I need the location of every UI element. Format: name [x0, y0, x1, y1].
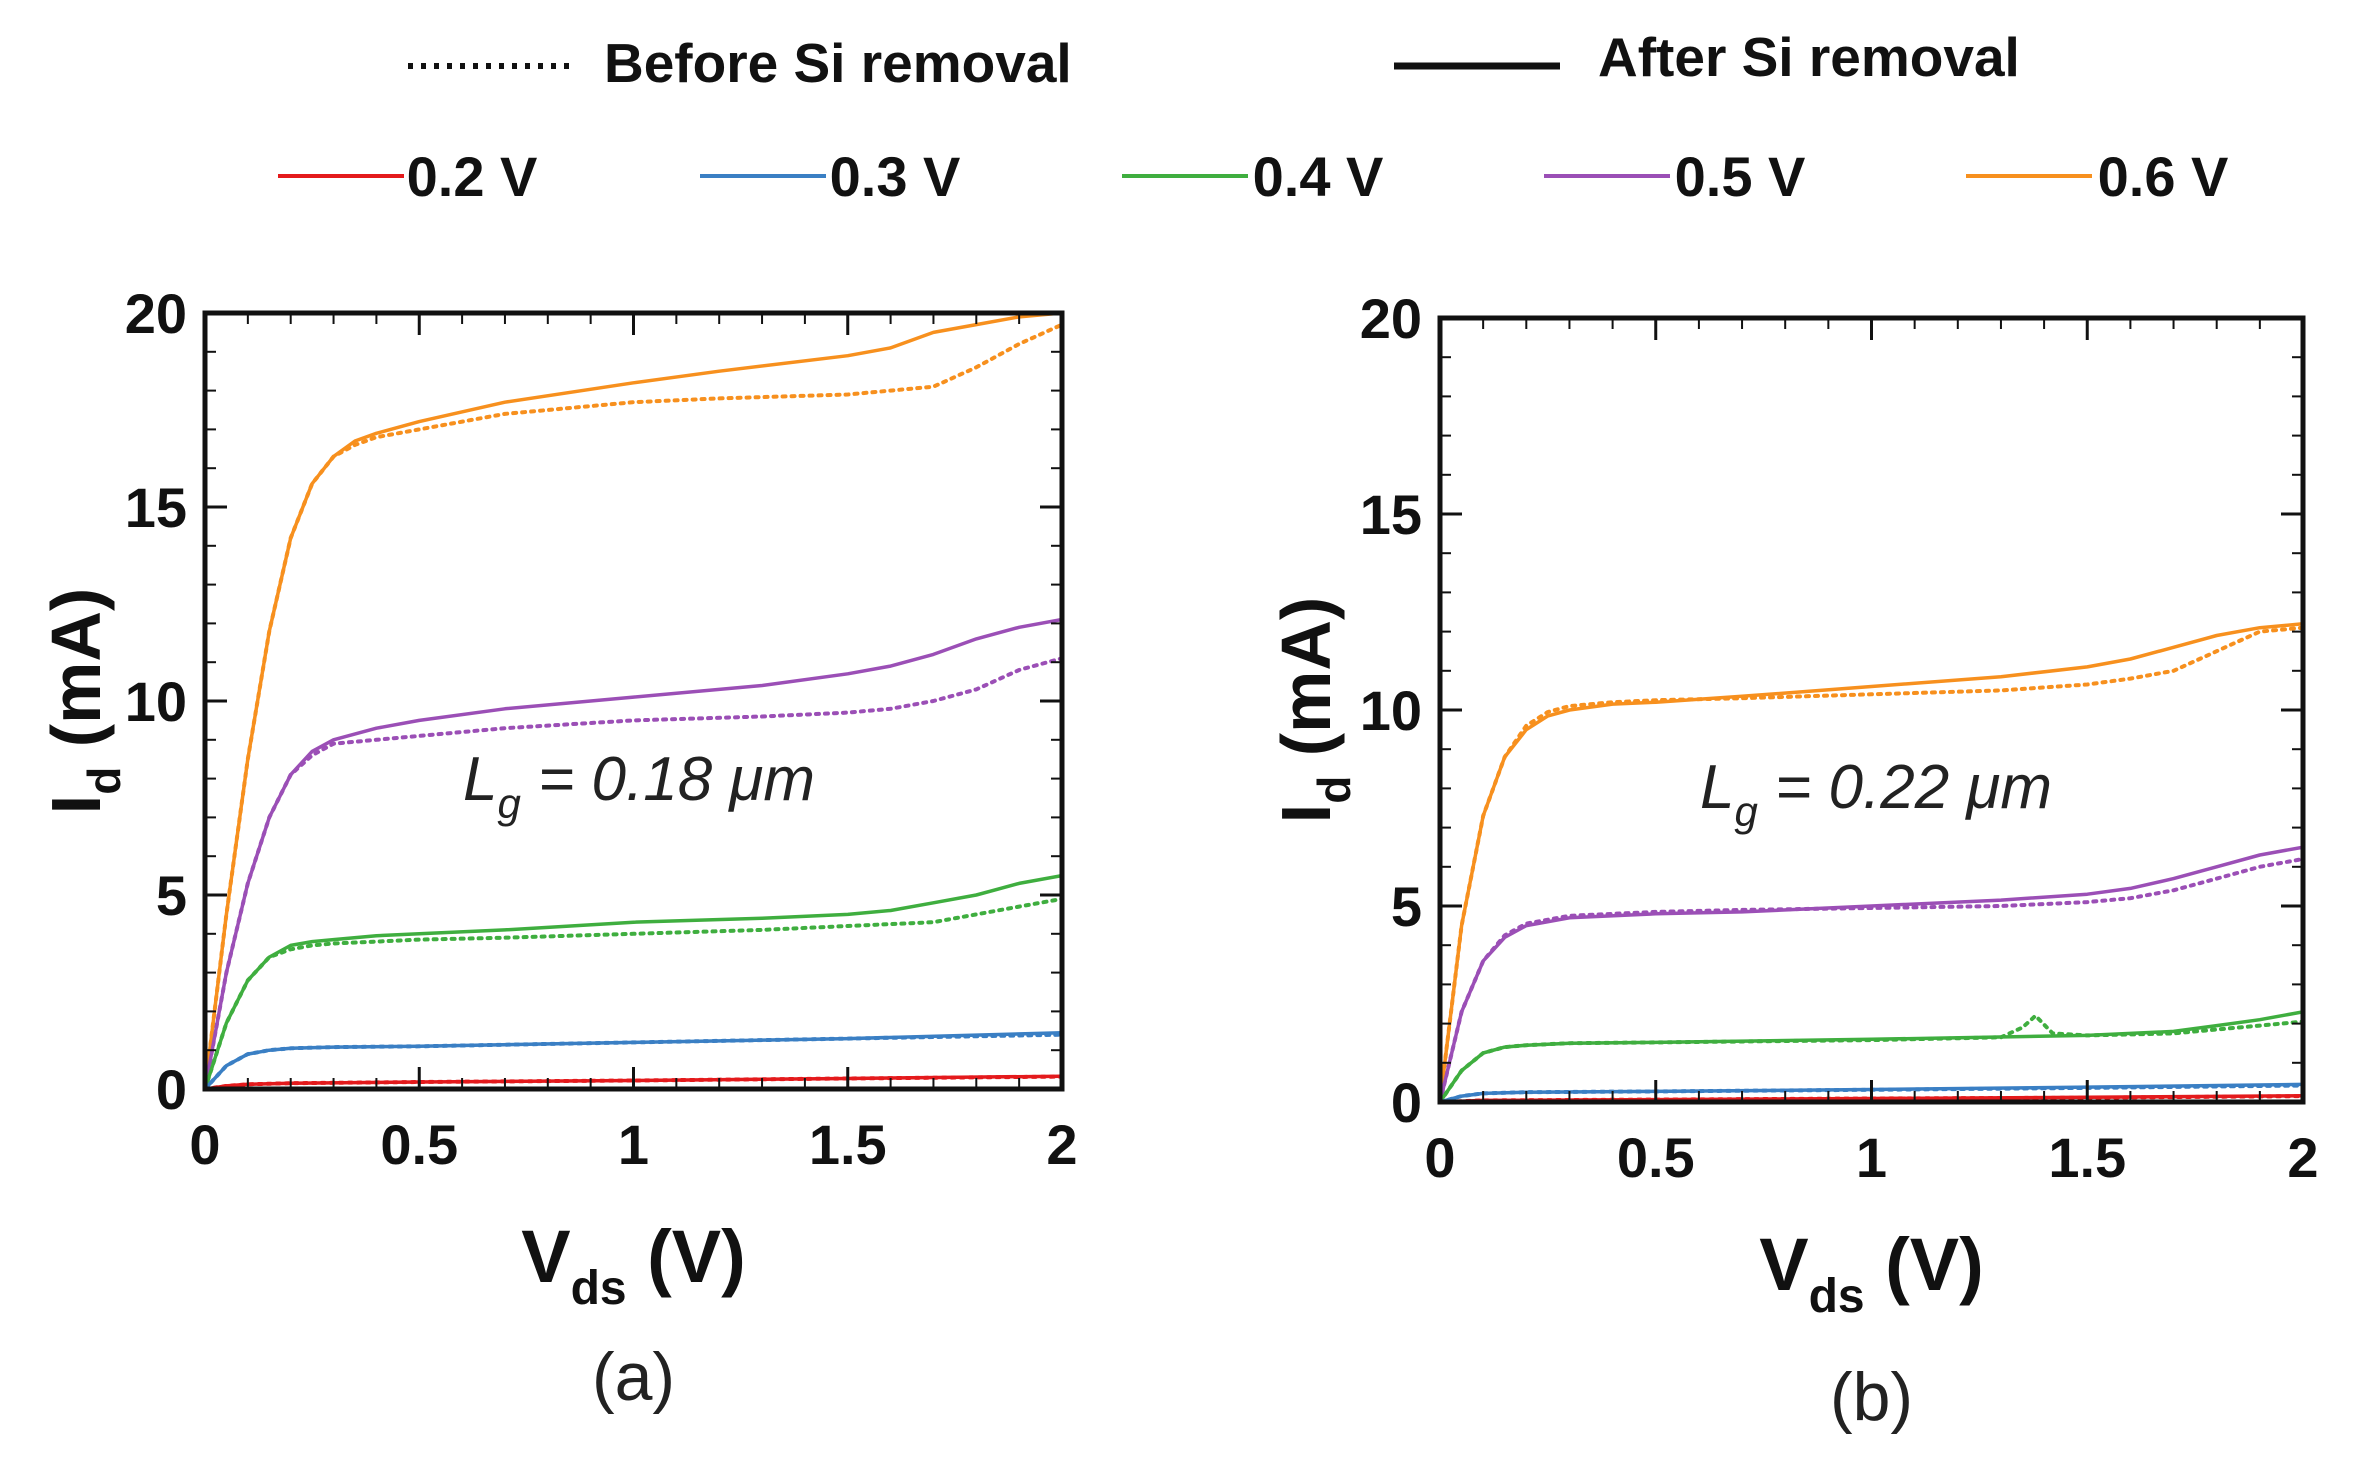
- legend-voltage-1: 0.3 V: [700, 145, 960, 208]
- y-axis-label: Id (mA): [37, 588, 130, 814]
- y-tick-label: 10: [125, 670, 187, 733]
- y-tick-label: 15: [125, 476, 187, 539]
- legend-gate-voltages: 0.2 V 0.3 V 0.4 V 0.5 V 0.6 V: [278, 145, 2228, 208]
- gate-length-annotation: Lg = 0.18 μm: [463, 745, 815, 827]
- legend-voltage-3: 0.5 V: [1544, 145, 1805, 208]
- panel-label: (a): [592, 1339, 675, 1415]
- series-05V-dotted: [1440, 857, 2303, 1102]
- series-03V-solid: [205, 1030, 1062, 1089]
- x-tick-label: 1.5: [2048, 1126, 2126, 1189]
- x-tick-label: 2: [2287, 1126, 2318, 1189]
- legend-voltage-label: 0.4 V: [1253, 145, 1384, 208]
- y-tick-label: 0: [156, 1058, 187, 1121]
- series-group: [205, 311, 1062, 1089]
- x-tick-label: 0.5: [380, 1113, 458, 1176]
- x-axis-label: Vds (V): [521, 1215, 746, 1315]
- legend-voltage-label: 0.5 V: [1675, 145, 1806, 208]
- legend-voltage-4: 0.6 V: [1966, 145, 2228, 208]
- series-04V-solid: [1440, 1010, 2303, 1102]
- series-05V-solid: [1440, 845, 2303, 1102]
- legend-voltage-2: 0.4 V: [1122, 145, 1383, 208]
- x-tick-label: 0: [189, 1113, 220, 1176]
- series-04V-dotted: [205, 896, 1062, 1089]
- x-tick-label: 0.5: [1617, 1126, 1695, 1189]
- legend-voltage-0: 0.2 V: [278, 145, 537, 208]
- x-axis-label: Vds (V): [1759, 1223, 1984, 1323]
- series-06V-solid: [1440, 622, 2303, 1102]
- series-03V-solid: [1440, 1082, 2303, 1102]
- legend-voltage-label: 0.2 V: [407, 145, 538, 208]
- series-group: [1440, 622, 2303, 1102]
- panel-label: (b): [1830, 1359, 1913, 1435]
- legend-line-styles: Before Si removal After Si removal: [408, 26, 2020, 94]
- y-tick-label: 20: [125, 282, 187, 345]
- series-05V-solid: [205, 617, 1062, 1089]
- y-tick-label: 15: [1360, 483, 1422, 546]
- series-04V-solid: [205, 873, 1062, 1089]
- y-axis-label: Id (mA): [1267, 597, 1360, 823]
- ticks: [1438, 316, 2305, 1104]
- legend-voltage-label: 0.6 V: [2098, 145, 2229, 208]
- y-tick-label: 10: [1360, 679, 1422, 742]
- y-tick-label: 5: [156, 864, 187, 927]
- gate-length-annotation: Lg = 0.22 μm: [1700, 753, 2052, 835]
- y-tick-label: 0: [1391, 1071, 1422, 1134]
- legend-voltage-label: 0.3 V: [830, 145, 961, 208]
- ticks: [203, 311, 1064, 1091]
- x-tick-label: 1: [1856, 1126, 1887, 1189]
- legend-label-before: Before Si removal: [604, 32, 1072, 94]
- legend-label-after: After Si removal: [1598, 26, 2020, 88]
- x-tick-label: 2: [1046, 1113, 1077, 1176]
- series-06V-dotted: [205, 322, 1062, 1089]
- series-02V-solid: [205, 1074, 1062, 1089]
- legend-entry-after: After Si removal: [1394, 26, 2020, 88]
- y-tick-label: 20: [1360, 287, 1422, 350]
- x-tick-label: 1.5: [809, 1113, 887, 1176]
- series-05V-dotted: [205, 656, 1062, 1089]
- legend-entry-before: Before Si removal: [408, 32, 1072, 94]
- x-tick-label: 1: [618, 1113, 649, 1176]
- x-tick-label: 0: [1424, 1126, 1455, 1189]
- series-06V-solid: [205, 311, 1062, 1089]
- y-tick-label: 5: [1391, 875, 1422, 938]
